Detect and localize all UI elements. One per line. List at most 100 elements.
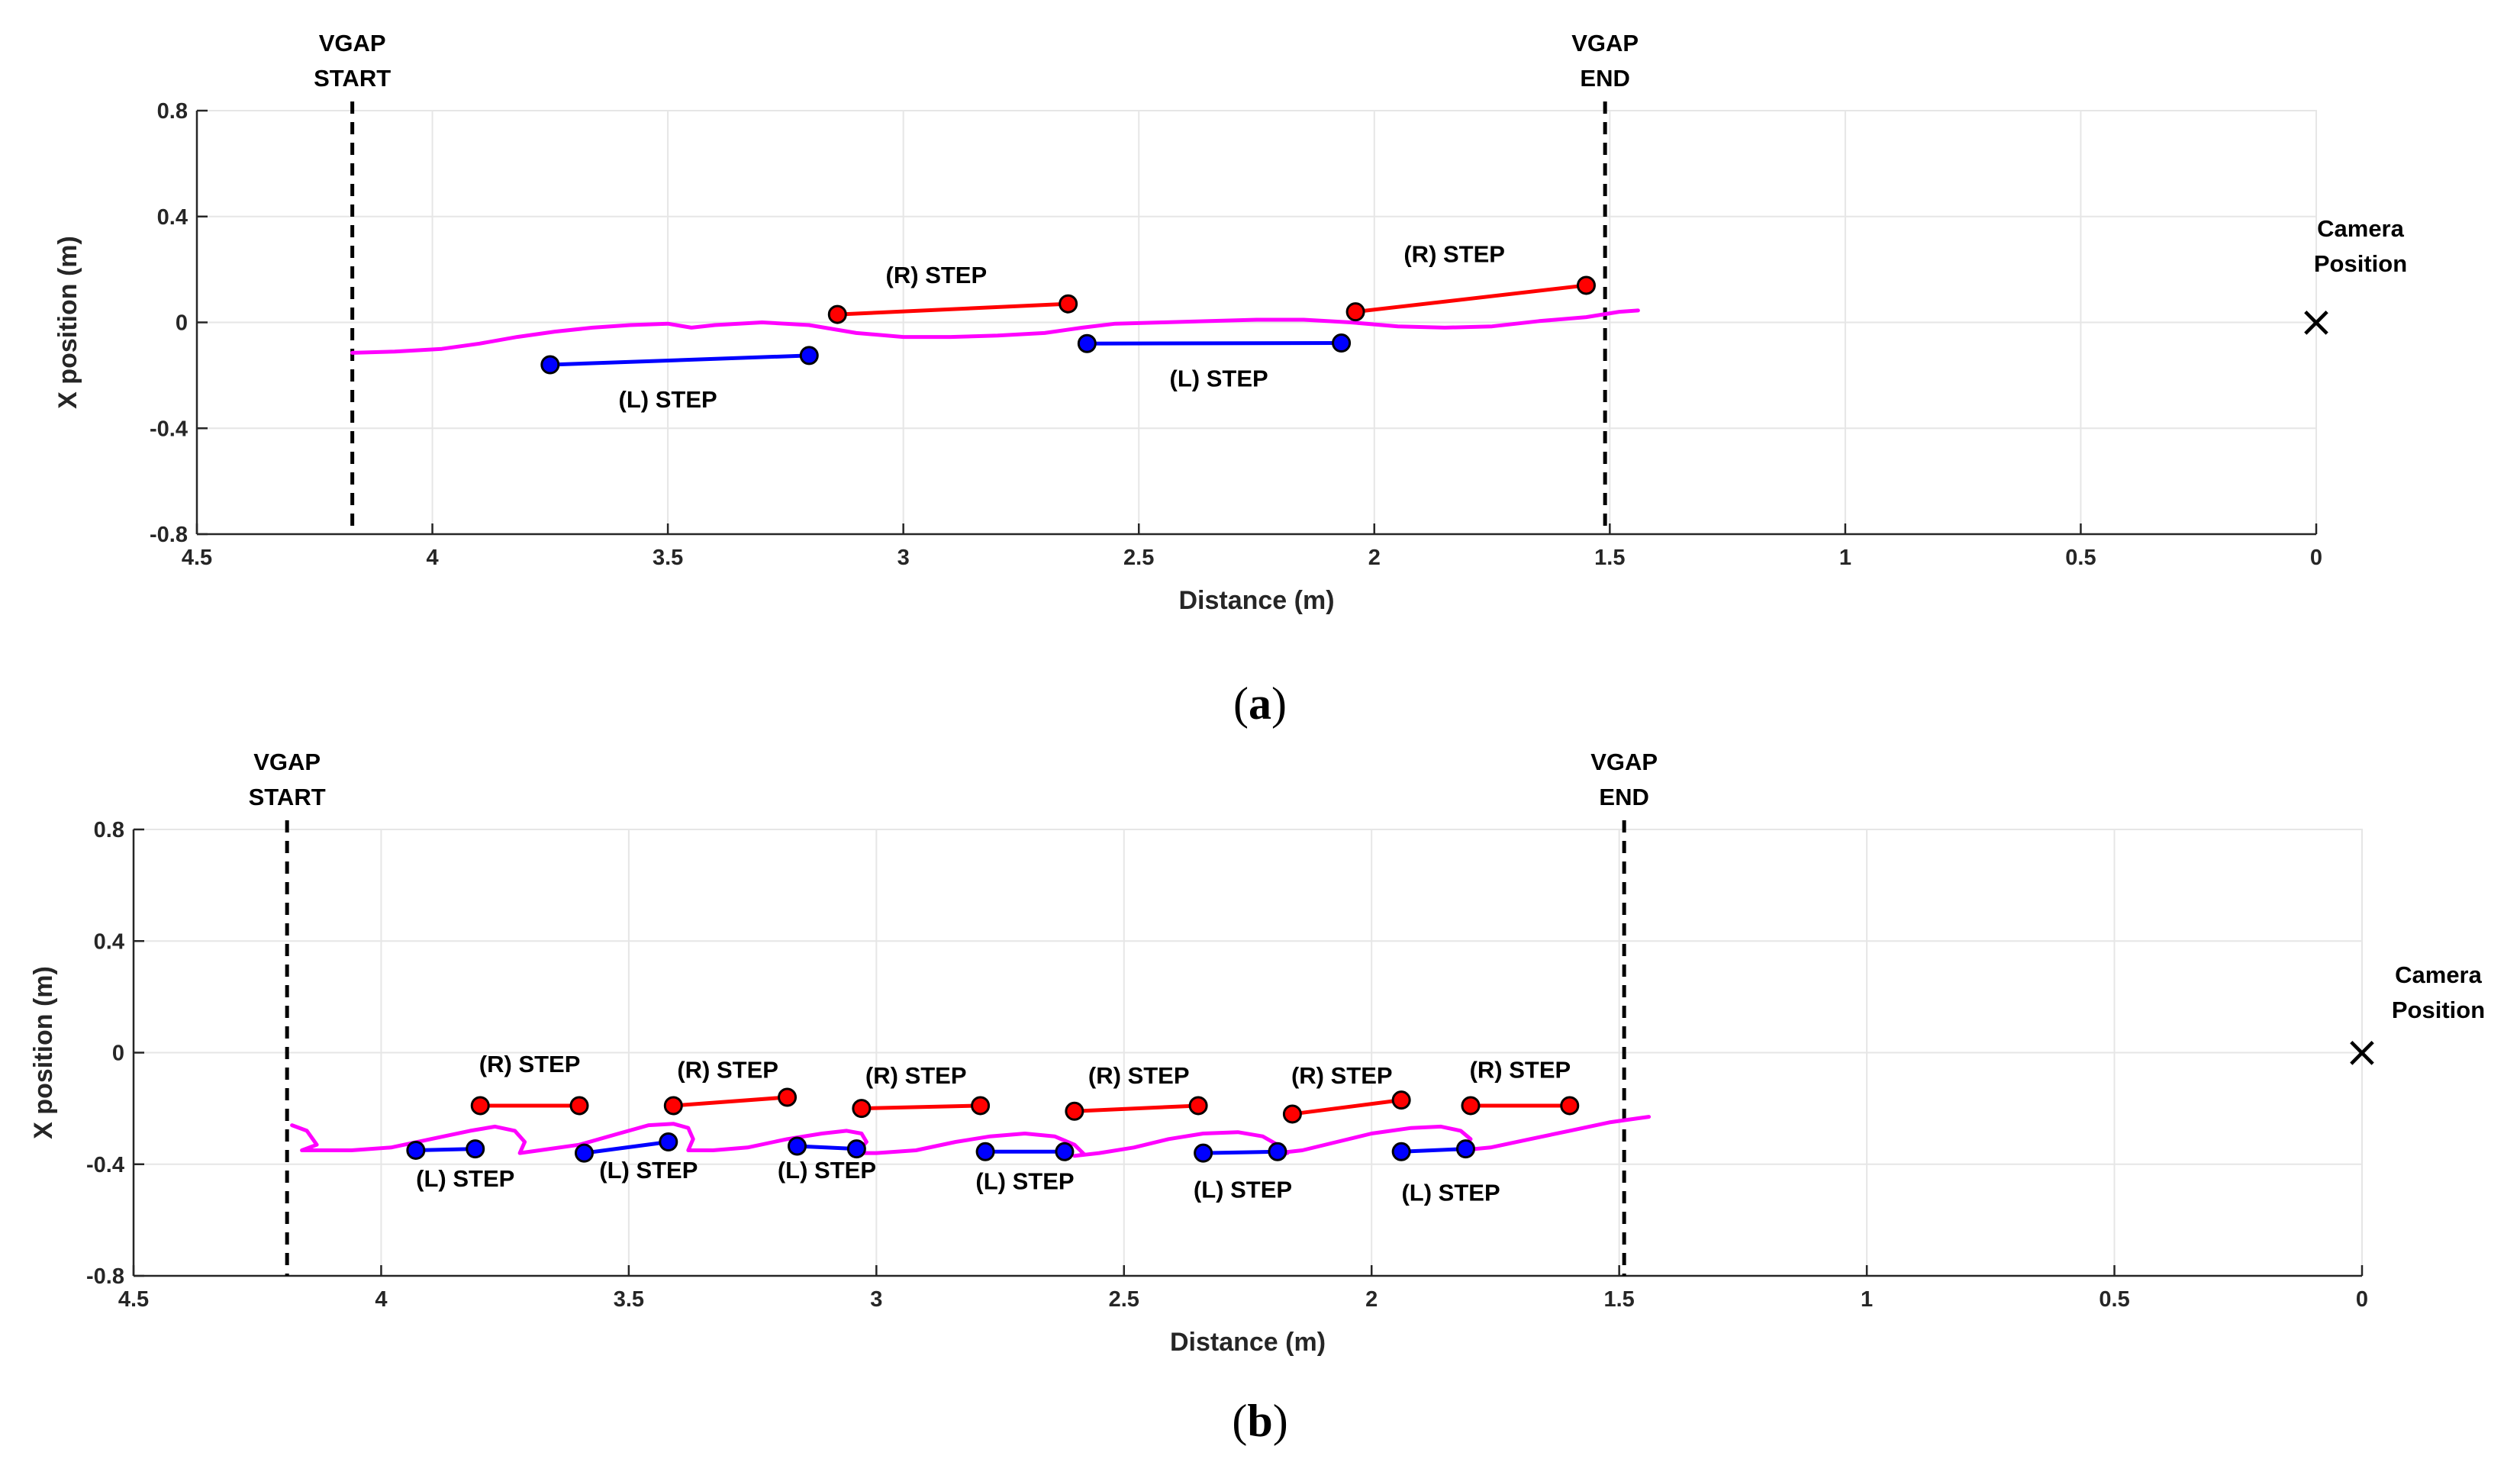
x-tick-label: 0.5	[2099, 1287, 2129, 1312]
left-step-label: (L) STEP	[778, 1157, 876, 1184]
left-step-start-marker	[540, 355, 560, 375]
y-tick-label: -0.4	[150, 417, 188, 441]
vgap-end-label-line1: VGAP	[1590, 749, 1658, 775]
right-step-label: (R) STEP	[1470, 1056, 1571, 1083]
left-step-line	[797, 1144, 857, 1151]
x-tick-label: 3	[870, 1287, 882, 1312]
right-step-line	[861, 1103, 981, 1111]
y-tick-label: 0.8	[157, 99, 188, 124]
y-tick-label: 0	[176, 311, 188, 336]
x-tick-label: 3	[897, 546, 910, 570]
camera-label-line2: Position	[2392, 997, 2485, 1023]
right-step-end-marker	[1560, 1096, 1580, 1116]
y-tick-label: -0.4	[86, 1153, 124, 1177]
right-step-start-marker	[827, 304, 847, 324]
right-step-end-marker	[569, 1096, 589, 1116]
left-step-line	[549, 353, 810, 367]
x-axis-label: Distance (m)	[1170, 1328, 1326, 1357]
x-tick-label: 2	[1368, 546, 1381, 570]
caption-b: (b)	[1232, 1396, 1287, 1446]
right-step-label: (R) STEP	[886, 262, 988, 288]
left-step-end-marker	[1332, 333, 1352, 353]
left-step-label: (L) STEP	[1194, 1177, 1292, 1203]
right-step-line	[1355, 283, 1587, 314]
left-step-start-marker	[1077, 333, 1097, 353]
caption-a-letter: a	[1249, 678, 1271, 729]
caption-b-close: )	[1273, 1396, 1288, 1446]
left-step-end-marker	[1456, 1139, 1476, 1159]
left-step-end-marker	[799, 346, 819, 366]
panel-a: 4.5 4 3.5 3 2.5 2 1.5 1 0.5 0 0.8 0.4 0 -0.4 -0.8 Dista…	[53, 30, 2407, 615]
right-step-label: (R) STEP	[479, 1051, 581, 1077]
right-step-start-marker	[663, 1096, 683, 1116]
right-step-start-marker	[470, 1096, 490, 1116]
camera-label-line2: Position	[2314, 250, 2407, 277]
y-tick-label: 0.4	[94, 929, 124, 954]
left-step-line	[1087, 341, 1342, 346]
x-axis-label: Distance (m)	[1178, 586, 1334, 615]
left-step-line	[1203, 1149, 1278, 1155]
y-axis-label: X position (m)	[29, 966, 58, 1139]
y-tick-label: 0.8	[94, 818, 124, 842]
vgap-start-label-line1: VGAP	[253, 749, 321, 775]
left-step-line	[584, 1140, 669, 1155]
left-step-label: (L) STEP	[619, 386, 717, 413]
x-tick-label: 4.5	[182, 546, 212, 570]
right-step-end-marker	[1391, 1090, 1411, 1110]
right-step-end-marker	[971, 1096, 991, 1116]
right-step-label: (R) STEP	[677, 1056, 778, 1083]
right-step-start-marker	[1345, 302, 1365, 322]
x-tick-label: 4	[426, 546, 438, 570]
left-step-end-marker	[659, 1132, 678, 1151]
right-step-start-marker	[1282, 1104, 1302, 1124]
right-step-line	[1292, 1098, 1402, 1116]
left-step-start-marker	[1391, 1142, 1411, 1161]
left-step-end-marker	[466, 1139, 485, 1159]
x-tick-label: 0.5	[2065, 546, 2096, 570]
left-step-end-marker	[1055, 1142, 1075, 1161]
left-step-start-marker	[1194, 1143, 1213, 1163]
x-tick-label: 1	[1861, 1287, 1873, 1312]
x-tick-label: 3.5	[653, 546, 683, 570]
right-step-label: (R) STEP	[1291, 1062, 1393, 1089]
right-step-end-marker	[1059, 294, 1078, 314]
trajectory-line	[290, 1115, 1652, 1158]
x-tick-label: 2.5	[1123, 546, 1154, 570]
y-tick-label: 0	[112, 1042, 124, 1066]
x-tick-label: 1.5	[1604, 1287, 1635, 1312]
left-step-start-marker	[975, 1142, 995, 1161]
panel-b: 4.5 4 3.5 3 2.5 2 1.5 1 0.5 0 0.8 0.4 0 -0.4 -0.8 Dista…	[29, 749, 2485, 1357]
left-step-label: (L) STEP	[1170, 365, 1268, 391]
left-step-end-marker	[846, 1139, 866, 1159]
camera-marker: ×	[2299, 298, 2335, 347]
x-tick-label: 1.5	[1594, 546, 1625, 570]
caption-b-letter: b	[1247, 1396, 1272, 1446]
left-step-end-marker	[1268, 1142, 1287, 1161]
left-step-start-marker	[574, 1143, 594, 1163]
x-tick-label: 0	[2310, 546, 2322, 570]
right-step-start-marker	[1065, 1101, 1084, 1121]
caption-a-open: (	[1233, 678, 1249, 729]
x-tick-label: 4	[375, 1287, 387, 1312]
vgap-end-label-line2: END	[1599, 784, 1648, 810]
y-tick-label: -0.8	[150, 523, 188, 547]
x-tick-label: 0	[2356, 1287, 2368, 1312]
left-step-start-marker	[788, 1136, 807, 1156]
x-tick-label: 2	[1365, 1287, 1378, 1312]
caption-a: (a)	[1233, 678, 1287, 729]
vgap-end-label-line1: VGAP	[1571, 30, 1639, 56]
trajectory-line	[350, 308, 1640, 355]
left-step-start-marker	[406, 1140, 426, 1160]
caption-b-open: (	[1232, 1396, 1247, 1446]
right-step-label: (R) STEP	[1403, 240, 1505, 267]
x-tick-label: 4.5	[118, 1287, 149, 1312]
right-step-line	[673, 1095, 788, 1108]
vgap-start-label-line2: START	[249, 784, 326, 810]
left-step-label: (L) STEP	[1401, 1179, 1500, 1206]
right-step-start-marker	[1461, 1096, 1481, 1116]
right-step-end-marker	[1576, 275, 1596, 295]
vgap-end-label-line2: END	[1580, 65, 1629, 92]
left-step-line	[415, 1147, 475, 1152]
camera-label-line1: Camera	[2317, 215, 2404, 242]
